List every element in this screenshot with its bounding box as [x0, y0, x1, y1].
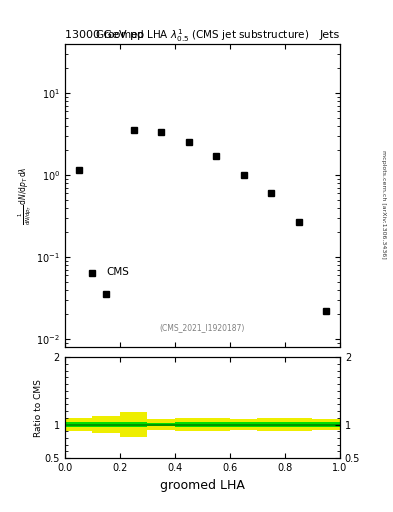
- Text: Jets: Jets: [320, 30, 340, 40]
- Text: CMS: CMS: [106, 267, 129, 277]
- Title: Groomed LHA $\lambda^{1}_{0.5}$ (CMS jet substructure): Groomed LHA $\lambda^{1}_{0.5}$ (CMS jet…: [95, 27, 310, 44]
- Y-axis label: Ratio to CMS: Ratio to CMS: [34, 379, 43, 437]
- X-axis label: groomed LHA: groomed LHA: [160, 479, 245, 492]
- Text: 13000 GeV pp: 13000 GeV pp: [65, 30, 144, 40]
- Y-axis label: $\frac{1}{\mathrm{d}N/\mathrm{d}p_T}\,\mathrm{d}N/\mathrm{d}p_T\,\mathrm{d}\lamb: $\frac{1}{\mathrm{d}N/\mathrm{d}p_T}\,\m…: [17, 166, 33, 225]
- Text: (CMS_2021_I1920187): (CMS_2021_I1920187): [160, 323, 245, 332]
- Text: mcplots.cern.ch [arXiv:1306.3436]: mcplots.cern.ch [arXiv:1306.3436]: [381, 151, 386, 259]
